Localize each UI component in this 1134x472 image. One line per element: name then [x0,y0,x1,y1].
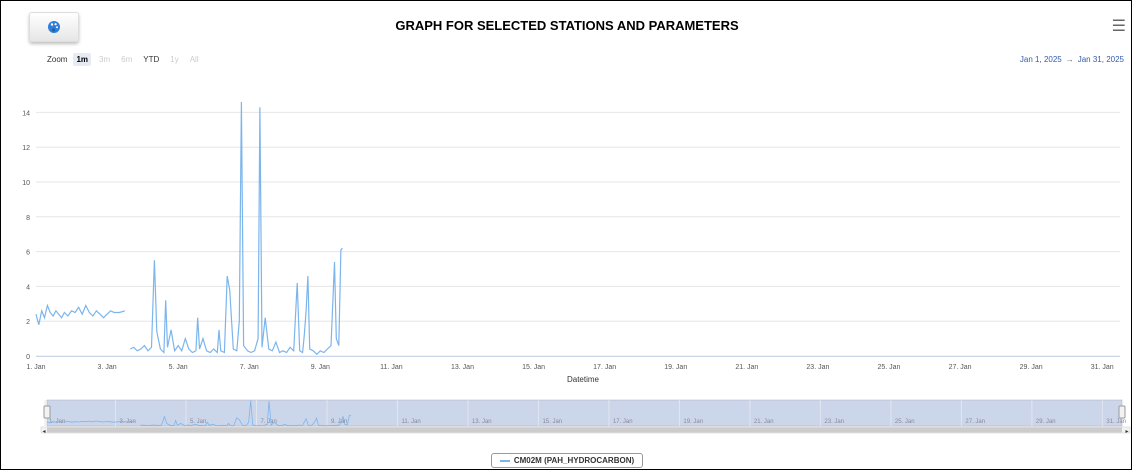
zoom-button-1y[interactable]: 1y [170,55,179,64]
y-tick-label: 12 [22,145,30,152]
navigator-series-line [46,420,136,424]
navigator-series-line [140,400,351,427]
x-tick-label: 19. Jan [664,364,687,371]
y-tick-label: 4 [26,284,30,291]
x-tick-label: 25. Jan [877,364,900,371]
navigator-scrollbar-thumb[interactable] [47,427,1122,433]
navigator-tick-label: 27. Jan [965,419,985,425]
y-tick-label: 10 [22,180,30,187]
y-tick-label: 14 [22,110,30,117]
legend-label: CM02M (PAH_HYDROCARBON) [513,456,635,465]
navigator-handle-left[interactable] [43,405,51,419]
scroll-left-icon[interactable]: ◂ [42,429,45,435]
range-separator: → [1065,55,1074,64]
navigator-tick-label: 5. Jan [190,419,206,425]
zoom-button-ytd[interactable]: YTD [143,55,160,64]
range-to-input[interactable]: Jan 31, 2025 [1077,55,1124,64]
y-tick-label: 8 [26,215,30,222]
x-tick-label: 21. Jan [735,364,758,371]
navigator-tick-label: 11. Jan [401,419,420,425]
x-tick-label: 23. Jan [806,364,829,371]
zoom-button-all[interactable]: All [189,55,199,64]
navigator-tick-label: 17. Jan [613,419,633,425]
zoom-button-3m[interactable]: 3m [99,55,111,64]
navigator-tick-label: 25. Jan [895,419,915,425]
navigator-tick-label: 15. Jan [542,419,562,425]
x-axis: 1. Jan 3. Jan 5. Jan 7. Jan 9. Jan 11. Jan 13.… [26,356,1120,371]
x-tick-label: 7. Jan [240,364,259,371]
navigator-tick-label: 7. Jan [260,419,276,425]
chart-title: GRAPH FOR SELECTED STATIONS AND PARAMETE… [395,18,739,33]
zoom-button-1m[interactable]: 1m [73,53,92,66]
navigator-tick-label: 21. Jan [754,419,774,425]
range-from-input[interactable]: Jan 1, 2025 [1019,55,1062,64]
x-tick-label: 5. Jan [169,364,188,371]
navigator-tick-label: 29. Jan [1036,419,1056,425]
x-tick-label: 3. Jan [98,364,117,371]
y-tick-label: 0 [26,354,30,361]
series-line[interactable] [129,101,343,356]
palette-icon [48,21,60,33]
date-range: Jan 1, 2025 → Jan 31, 2025 [1020,55,1124,64]
x-tick-label: 31. Jan [1091,364,1114,371]
navigator-tick-label: 13. Jan [472,419,492,425]
hamburger-menu-icon[interactable]: ☰ [1111,18,1126,35]
zoom-label: Zoom [47,55,68,64]
navigator-tick-label: 9. Jan [331,419,347,425]
grid-lines [36,111,1120,357]
x-tick-label: 9. Jan [311,364,330,371]
palette-button[interactable] [29,12,79,42]
zoom-buttons: 1m 3m 6m YTD 1y All [73,53,201,66]
navigator-tick-label: 19. Jan [683,419,703,425]
x-tick-label: 1. Jan [26,364,45,371]
x-tick-label: 11. Jan [380,364,403,371]
y-axis: 0 2 4 6 8 10 12 14 [22,110,30,361]
navigator-tick-label: 31. Jan [1106,419,1126,425]
x-tick-label: 27. Jan [949,364,972,371]
series-lines[interactable] [35,101,343,356]
legend-swatch [499,459,510,462]
navigator-tick-label: 23. Jan [824,419,844,425]
x-tick-label: 17. Jan [593,364,616,371]
zoom-button-6m[interactable]: 6m [121,55,133,64]
x-tick-label: 29. Jan [1020,364,1043,371]
navigator-selected-range[interactable] [46,399,1123,427]
series-line[interactable] [35,303,126,325]
x-tick-label: 13. Jan [451,364,474,371]
x-axis-title: Datetime [567,375,600,384]
legend-item[interactable]: CM02M (PAH_HYDROCARBON) [490,453,644,468]
range-selector: Zoom 1m 3m 6m YTD 1y All [47,53,202,66]
y-tick-label: 2 [26,319,30,326]
y-tick-label: 6 [26,250,30,257]
navigator-tick-label: 1. Jan [49,419,65,425]
x-tick-label: 15. Jan [522,364,545,371]
navigator-handle-right[interactable] [1118,405,1126,419]
legend: CM02M (PAH_HYDROCARBON) [0,453,1134,468]
navigator[interactable]: 1. Jan 3. Jan 5. Jan 7. Jan 9. Jan 11. Jan 13.… [40,399,1131,435]
scroll-right-icon[interactable]: ▸ [1125,429,1128,435]
